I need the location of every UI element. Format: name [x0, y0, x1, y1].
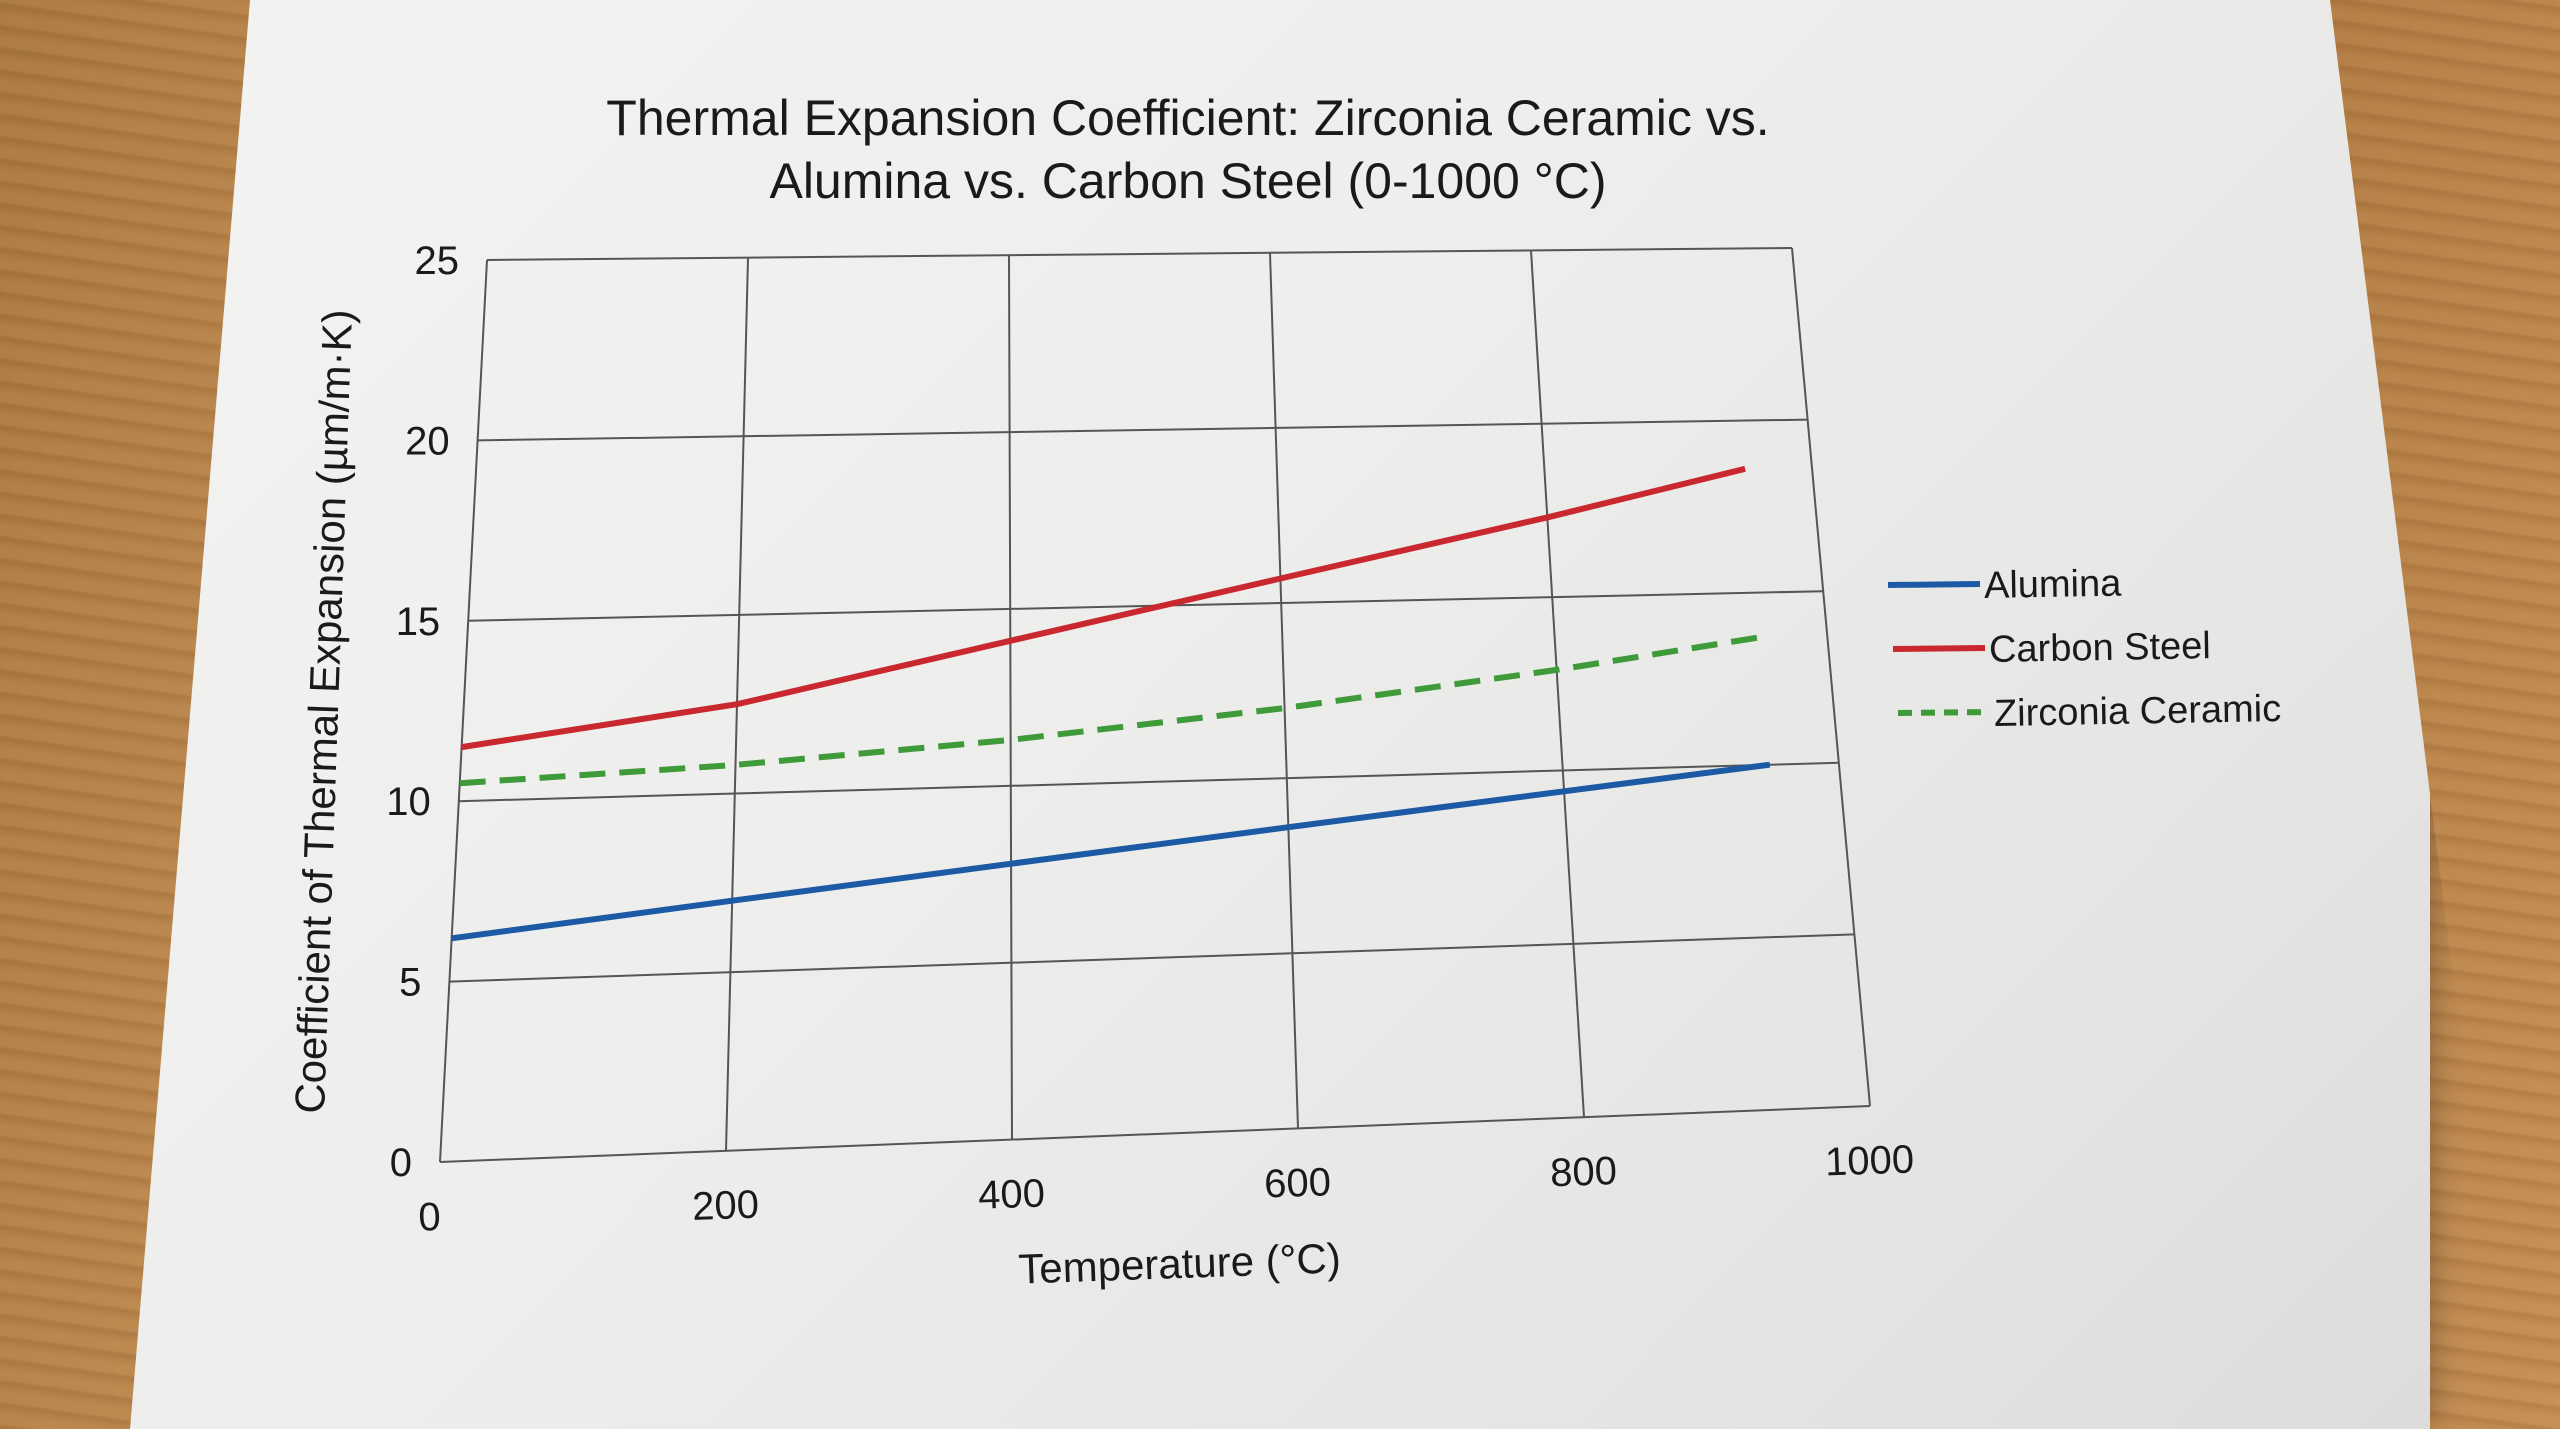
y-tick-label: 20	[405, 419, 450, 463]
x-tick-label: 200	[691, 1183, 759, 1229]
y-grid-line	[468, 590, 1824, 622]
chart-title-line-2: Alumina vs. Carbon Steel (0-1000 °C)	[769, 153, 1606, 209]
y-grid-line	[458, 761, 1839, 803]
x-grid-line	[1008, 255, 1013, 1140]
paper-surface	[130, 0, 2430, 1429]
legend-label-carbon-steel: Carbon Steel	[1989, 625, 2212, 671]
x-grid-line	[1269, 252, 1299, 1129]
x-tick-label: 0	[418, 1195, 442, 1240]
x-grid-line	[439, 259, 488, 1163]
grid-lines	[439, 247, 1871, 1163]
x-tick-label: 800	[1549, 1149, 1617, 1195]
y-tick-label: 15	[396, 600, 441, 644]
series-line-alumina	[451, 761, 1771, 942]
legend: Alumina Carbon Steel Zirconia Ceramic	[1887, 563, 2282, 735]
y-axis-label: Coefficient of Thermal Expansion (µm/m·K…	[286, 309, 361, 1115]
y-tick-label: 5	[399, 961, 421, 1005]
y-tick-label: 0	[390, 1141, 412, 1185]
legend-swatch-zirconia-ceramic	[1897, 709, 1991, 716]
legend-swatch-alumina	[1887, 581, 1981, 588]
y-grid-line	[486, 247, 1793, 261]
series-line-zirconia-ceramic	[459, 634, 1760, 787]
legend-label-alumina: Alumina	[1984, 563, 2123, 607]
x-tick-label: 600	[1263, 1160, 1331, 1206]
series-line-carbon-steel	[461, 465, 1746, 751]
y-grid-line	[449, 933, 1855, 983]
tick-labels: 0 200 400 600 800 1000 0 5 10 15 20 25	[386, 239, 1914, 1240]
chart-title-line-1: Thermal Expansion Coefficient: Zirconia …	[606, 90, 1769, 146]
y-tick-label: 10	[386, 780, 431, 824]
legend-label-zirconia-ceramic: Zirconia Ceramic	[1994, 688, 2282, 735]
y-grid-line	[439, 1105, 1871, 1163]
y-grid-line	[477, 418, 1808, 442]
x-axis-label: Temperature (°C)	[1017, 1234, 1341, 1292]
y-tick-label: 25	[415, 239, 460, 283]
x-grid-line	[1530, 250, 1585, 1118]
x-tick-label: 400	[977, 1171, 1045, 1217]
legend-swatch-carbon-steel	[1892, 645, 1986, 652]
x-tick-label: 1000	[1824, 1137, 1914, 1184]
data-series	[451, 465, 1771, 942]
x-grid-line	[1791, 247, 1871, 1107]
